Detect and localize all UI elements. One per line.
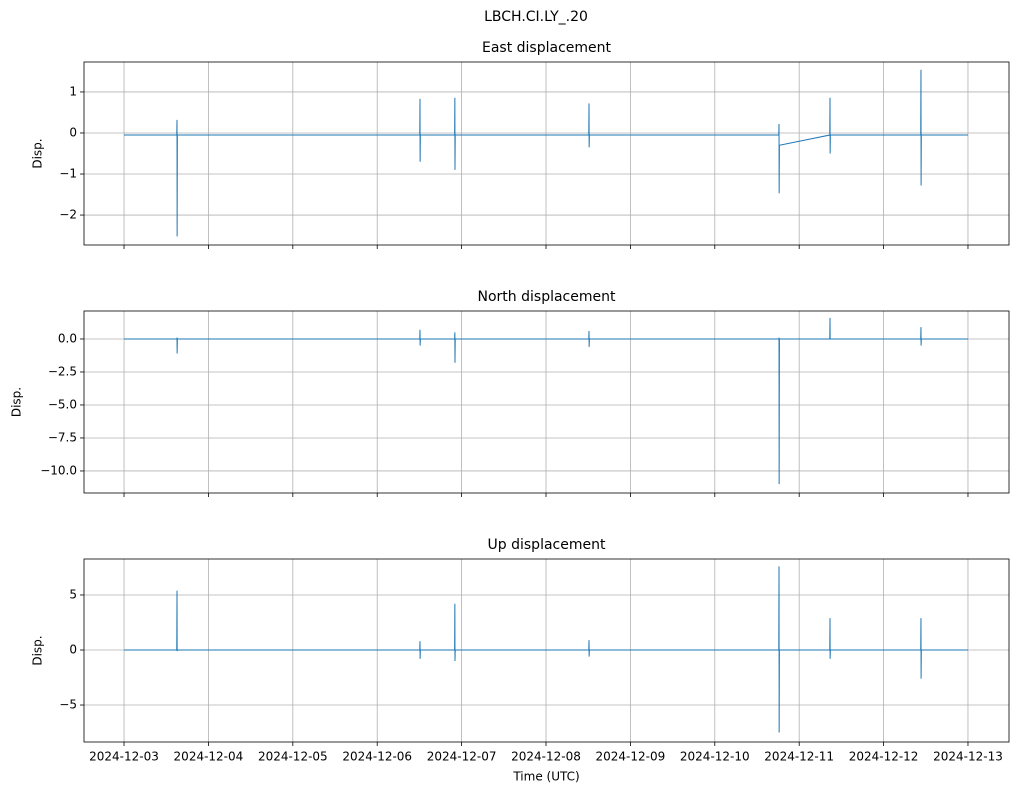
y-tick-label: 0.0: [58, 331, 77, 345]
axes-frame: [83, 558, 1010, 743]
y-tick-label: 1: [69, 84, 77, 98]
axes-title: North displacement: [478, 289, 616, 305]
x-tick-label: 2024-12-12: [849, 750, 919, 764]
x-tick-label: 2024-12-13: [933, 750, 1003, 764]
y-tick-label: −1: [59, 167, 77, 181]
y-axis-label: Disp.: [31, 635, 45, 665]
axes-title: Up displacement: [488, 537, 606, 553]
x-tick-label: 2024-12-03: [89, 750, 159, 764]
axes-title: East displacement: [482, 40, 612, 56]
y-tick-label: −5: [59, 698, 77, 712]
y-tick-label: 0: [69, 643, 77, 657]
y-axis-label: Disp.: [31, 138, 45, 168]
axes-frame: [83, 310, 1010, 494]
y-tick-label: −2.5: [48, 364, 77, 378]
x-tick-label: 2024-12-07: [427, 750, 497, 764]
y-tick-label: −2: [59, 208, 77, 222]
x-axis-label: Time (UTC): [512, 770, 579, 784]
y-tick-label: −10.0: [40, 463, 77, 477]
x-tick-label: 2024-12-05: [258, 750, 328, 764]
figure-title: LBCH.CI.LY_.20: [484, 9, 588, 25]
y-axis-label: Disp.: [10, 387, 24, 417]
y-tick-label: 5: [69, 587, 77, 601]
x-tick-label: 2024-12-11: [764, 750, 834, 764]
y-tick-label: −5.0: [48, 397, 77, 411]
series-line: [124, 566, 968, 733]
series-line: [124, 69, 968, 237]
x-tick-label: 2024-12-08: [511, 750, 581, 764]
x-tick-label: 2024-12-09: [596, 750, 666, 764]
x-tick-label: 2024-12-06: [342, 750, 412, 764]
series-line: [124, 317, 968, 485]
axes-frame: [83, 61, 1010, 246]
x-tick-label: 2024-12-10: [680, 750, 750, 764]
y-tick-label: −7.5: [48, 430, 77, 444]
x-tick-label: 2024-12-04: [174, 750, 244, 764]
y-tick-label: 0: [69, 125, 77, 139]
